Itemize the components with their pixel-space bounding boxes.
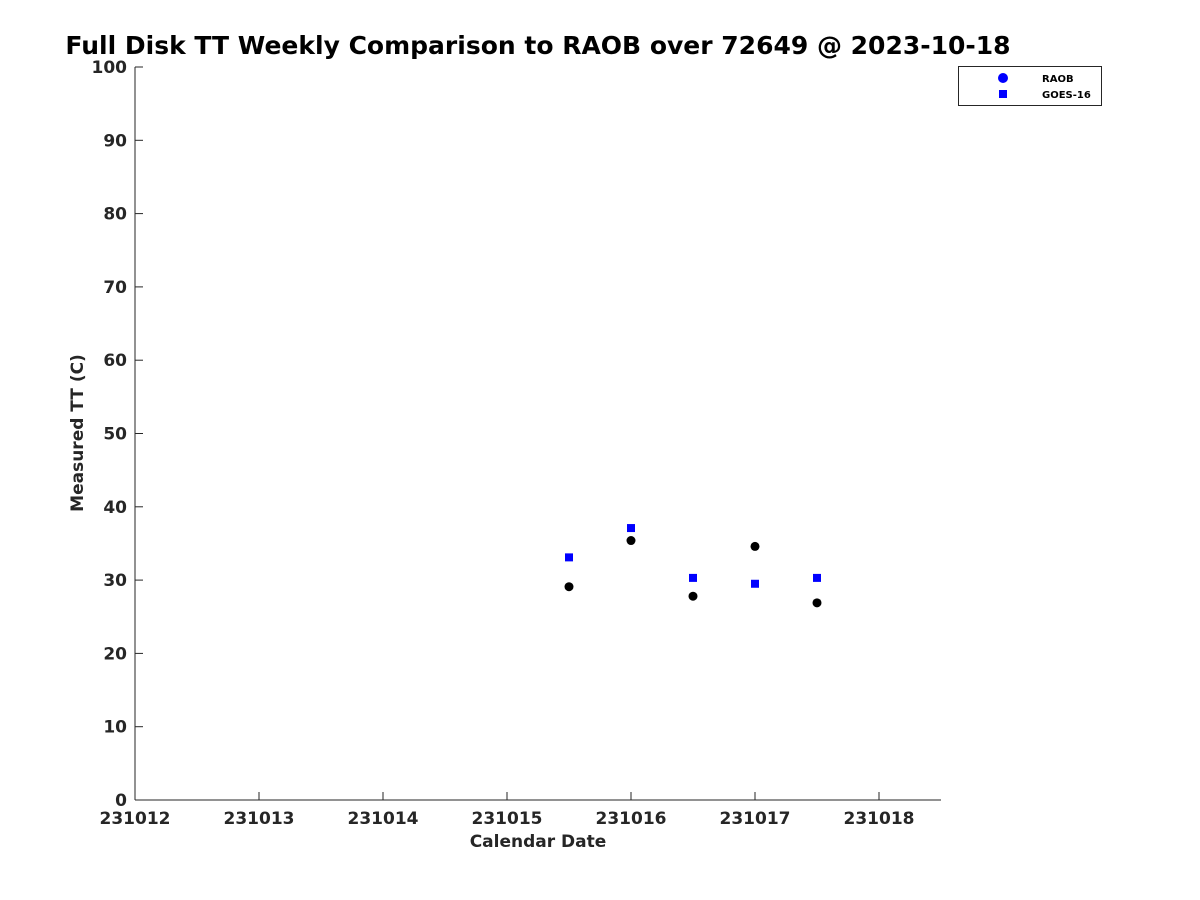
raob-point bbox=[750, 541, 760, 551]
y-tick-label: 70 bbox=[103, 278, 127, 298]
goes-16-point bbox=[813, 573, 821, 582]
y-tick-label: 10 bbox=[103, 718, 127, 738]
y-tick-label: 20 bbox=[103, 644, 127, 664]
raob-point bbox=[688, 591, 698, 601]
x-tick-label: 231014 bbox=[348, 809, 419, 829]
goes-16-legend-label: GOES-16 bbox=[1042, 90, 1091, 101]
data-marks bbox=[564, 524, 822, 608]
y-tick-label: 50 bbox=[103, 425, 127, 445]
y-ticks: 0 10 20 30 40 50 60 70 80 90 100 bbox=[92, 58, 143, 811]
goes-16-point bbox=[751, 579, 759, 588]
raob-legend-marker bbox=[998, 73, 1008, 83]
goes-16-point bbox=[689, 573, 697, 582]
raob-legend-label: RAOB bbox=[1042, 74, 1074, 85]
y-tick-label: 60 bbox=[103, 351, 127, 371]
x-axis-label: Calendar Date bbox=[470, 832, 607, 852]
raob-point bbox=[812, 598, 822, 608]
y-tick-label: 0 bbox=[115, 791, 127, 811]
x-tick-label: 231015 bbox=[472, 809, 543, 829]
goes-16-point bbox=[627, 524, 635, 533]
y-tick-label: 100 bbox=[92, 58, 128, 78]
y-tick-label: 80 bbox=[103, 205, 127, 225]
x-tick-label: 231013 bbox=[224, 809, 295, 829]
y-tick-label: 90 bbox=[103, 131, 127, 151]
legend-box bbox=[958, 66, 1102, 106]
raob-point bbox=[564, 582, 574, 592]
goes-16-point bbox=[565, 553, 573, 562]
y-axis-label: Measured TT (C) bbox=[68, 354, 88, 512]
y-tick-label: 40 bbox=[103, 498, 127, 518]
legend: RAOB GOES-16 bbox=[958, 66, 1102, 106]
chart-title: Full Disk TT Weekly Comparison to RAOB o… bbox=[65, 31, 1010, 60]
raob-point bbox=[626, 536, 636, 546]
x-tick-label: 231016 bbox=[596, 809, 667, 829]
x-tick-label: 231012 bbox=[100, 809, 171, 829]
x-tick-label: 231017 bbox=[720, 809, 791, 829]
goes-16-legend-marker bbox=[999, 90, 1007, 98]
x-ticks: 231012 231013 231014 231015 231016 231017 2310… bbox=[100, 792, 915, 829]
axes bbox=[134, 67, 941, 801]
x-tick-label: 231018 bbox=[844, 809, 915, 829]
y-tick-label: 30 bbox=[103, 571, 127, 591]
